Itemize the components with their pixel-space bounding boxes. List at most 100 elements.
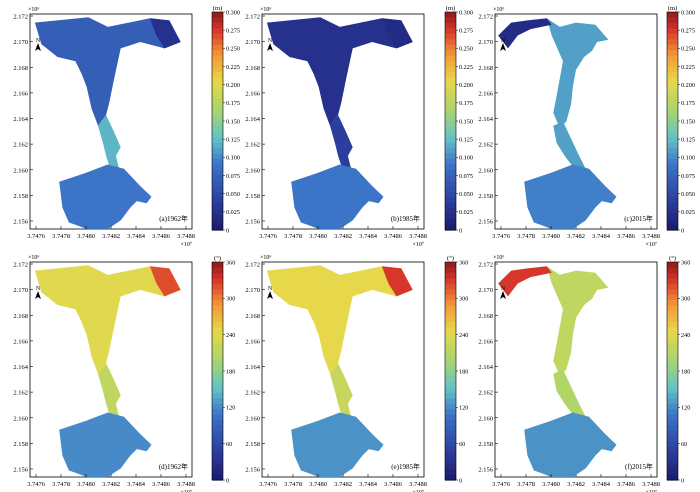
colorbar-tick-label: 0.025: [226, 209, 240, 216]
upper-basin-region: [546, 18, 609, 128]
colorbar-segment: [445, 77, 456, 84]
colorbar-segment: [667, 474, 678, 481]
y-tick-label: 2.166: [13, 90, 28, 97]
upper-edge-region: [498, 266, 552, 297]
colorbar-segment: [445, 121, 456, 128]
colorbar-segment: [212, 44, 223, 51]
colorbar-segment: [445, 414, 456, 421]
colorbar-segment: [212, 50, 223, 57]
upper-basin-region: [266, 265, 413, 374]
y-tick-label: 2.168: [245, 65, 260, 72]
colorbar-tick-label: 0.175: [226, 100, 240, 107]
x-tick-label: 3.7484: [359, 233, 378, 240]
north-arrow-icon: [35, 291, 41, 299]
colorbar-segment: [667, 463, 678, 470]
colorbar-segment: [667, 82, 678, 89]
colorbar-segment: [667, 148, 678, 155]
colorbar-segment: [212, 93, 223, 100]
colorbar-segment: [667, 338, 678, 345]
colorbar-segment: [212, 262, 223, 269]
panel-f: N (f)2015年 2.172 2.170 2.168 2.166 2.164 2.162 2…: [478, 255, 690, 492]
colorbar-segment: [445, 381, 456, 388]
x-tick-label: 3.7482: [102, 481, 120, 488]
colorbar-segment: [212, 430, 223, 437]
colorbar-segment: [212, 28, 223, 35]
upper-edge-region: [381, 18, 413, 49]
harbor-region: [59, 412, 152, 477]
colorbar-segment: [667, 267, 678, 274]
x-exponent-label: ×10⁷: [181, 490, 192, 492]
y-tick-label: 2.156: [13, 467, 28, 474]
colorbar-segment: [212, 300, 223, 307]
north-label: N: [36, 286, 41, 292]
colorbar-segment: [212, 148, 223, 155]
y-tick-label: 2.168: [13, 313, 28, 320]
y-tick-label: 2.164: [13, 116, 28, 123]
y-tick-label: 2.156: [13, 219, 28, 226]
colorbar-segment: [667, 88, 678, 95]
panel-a: N (a)1962年 2.172 2.170 2.168 2.166 2.164 2.162 2…: [13, 5, 240, 248]
y-tick-label: 2.166: [478, 90, 493, 97]
colorbar-segment: [445, 213, 456, 220]
x-tick-label: 3.7486: [617, 233, 636, 240]
y-tick-label: 2.160: [245, 167, 260, 174]
colorbar-segment: [445, 93, 456, 100]
colorbar-segment: [667, 316, 678, 323]
colorbar-segment: [445, 180, 456, 187]
colorbar-segment: [212, 180, 223, 187]
y-tick-label: 2.158: [478, 193, 493, 200]
colorbar-tick-label: 0.125: [681, 136, 695, 143]
upper-edge-region: [149, 266, 181, 297]
colorbar-segment: [445, 332, 456, 339]
y-tick-label: 2.170: [13, 287, 28, 294]
x-tick-label: 3.7476: [27, 481, 46, 488]
colorbar-segment: [212, 376, 223, 383]
colorbar-tick-label: 0.175: [459, 100, 473, 107]
colorbar-segment: [445, 289, 456, 296]
colorbar-segment: [667, 365, 678, 372]
panel-label: (d)1962年: [159, 462, 188, 471]
channel-region: [553, 121, 586, 171]
north-label: N: [501, 286, 506, 292]
colorbar-segment: [667, 219, 678, 226]
y-tick-label: 2.164: [245, 364, 260, 371]
x-tick-label: 3.7478: [52, 481, 70, 488]
colorbar-tick-label: 0.100: [681, 155, 695, 162]
colorbar-segment: [667, 191, 678, 198]
colorbar-tick-label: 0.300: [681, 9, 695, 16]
colorbar-segment: [667, 311, 678, 318]
x-tick-label: 3.7482: [334, 481, 352, 488]
north-label: N: [36, 38, 41, 44]
colorbar-tick-label: 0.050: [226, 191, 240, 198]
colorbar-segment: [212, 469, 223, 476]
colorbar-tick-label: 0.075: [226, 173, 240, 180]
y-tick-label: 2.172: [478, 262, 493, 269]
colorbar-segment: [667, 137, 678, 144]
colorbar-segment: [667, 327, 678, 334]
x-tick-label: 3.7484: [592, 233, 611, 240]
y-tick-label: 2.160: [478, 415, 493, 422]
x-tick-label: 3.7488: [642, 233, 660, 240]
upper-edge-region: [498, 18, 552, 49]
y-tick-label: 2.166: [478, 338, 493, 345]
colorbar-segment: [212, 61, 223, 68]
x-exponent-label: ×10⁷: [646, 242, 657, 248]
colorbar-segment: [445, 463, 456, 470]
colorbar-segment: [212, 219, 223, 226]
y-tick-label: 2.162: [245, 142, 260, 149]
colorbar-segment: [445, 55, 456, 62]
colorbar-segment: [445, 224, 456, 231]
colorbar-segment: [667, 175, 678, 182]
colorbar-segment: [212, 447, 223, 454]
colorbar-segment: [212, 131, 223, 138]
colorbar-segment: [212, 88, 223, 95]
colorbar-segment: [212, 208, 223, 215]
x-tick-label: 3.7480: [309, 481, 327, 488]
colorbar-segment: [212, 202, 223, 209]
colorbar-tick-label: 120: [681, 405, 690, 412]
colorbar-segment: [667, 371, 678, 378]
colorbar-segment: [212, 164, 223, 171]
colorbar-segment: [445, 365, 456, 372]
colorbar-segment: [445, 17, 456, 24]
x-tick-label: 3.7486: [384, 233, 403, 240]
